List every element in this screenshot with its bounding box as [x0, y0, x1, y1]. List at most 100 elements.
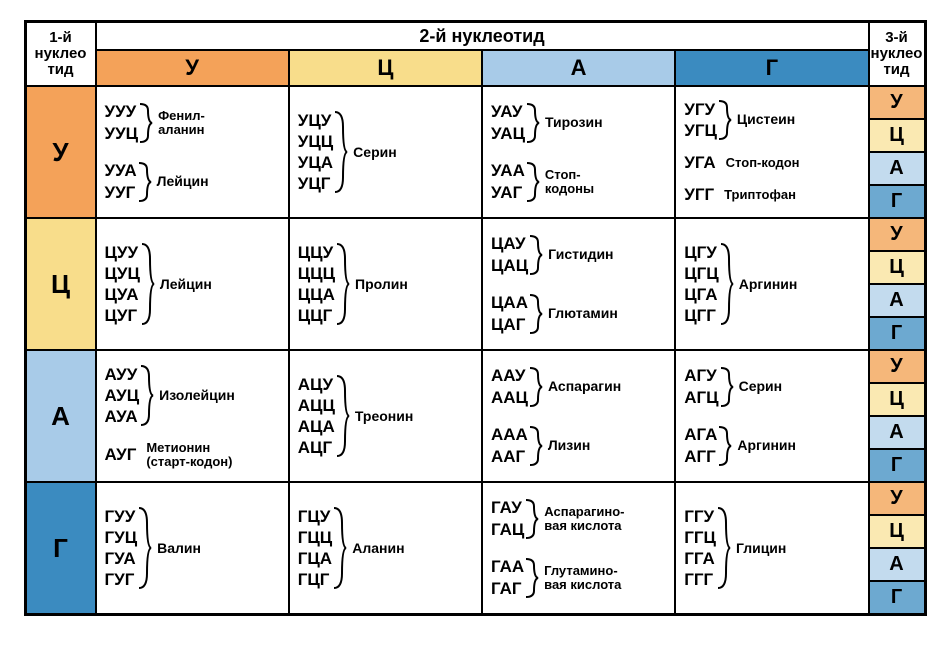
codon-stack: УААУАГ [491, 160, 525, 203]
codon: АУУ [105, 364, 140, 385]
codon: ААГ [491, 446, 528, 467]
codon-cell-2-2: ААУААЦАспарагинАААААГЛизин [482, 350, 675, 482]
codon-group: ГГУГГЦГГАГГГГлицин [684, 506, 863, 591]
codon-group: ЦЦУЦЦЦЦЦАЦЦГ Пролин [298, 242, 477, 327]
codon-group: ЦАУЦАЦГистидин [491, 233, 670, 276]
codon-group: УГУУГЦ Цистеин [684, 99, 863, 142]
codon: АУА [105, 406, 140, 427]
hdr3-l2: нуклео [871, 46, 923, 62]
amino-label: Аргинин [737, 438, 796, 453]
amino-label: Цистеин [737, 112, 795, 127]
amino-label: Серин [739, 379, 783, 394]
amino-label: Аланин [352, 541, 404, 556]
codon: ЦГА [684, 284, 718, 305]
third-nuc-Ц: Ц [869, 383, 925, 416]
codon: УАГ [491, 182, 525, 203]
codon-group: ГАУГАЦАспарагино-вая кислота [491, 497, 670, 540]
codon-group: ЦГУЦГЦЦГАЦГГАргинин [684, 242, 863, 327]
amino-label: Пролин [355, 277, 408, 292]
codon: АУЦ [105, 385, 140, 406]
codon-cell-1-2: ЦАУЦАЦГистидинЦААЦАГГлютамин [482, 218, 675, 350]
codon: ГГГ [684, 569, 716, 590]
codon-cell-0-0: УУУУУЦ Фенил-аланин УУАУУГЛейцин [96, 86, 289, 218]
third-nuc-Ц: Ц [869, 251, 925, 284]
codon-group: УУУУУЦ Фенил-аланин [105, 101, 284, 144]
hdr1-l1: 1-й [49, 30, 72, 46]
codon-stack: АЦУАЦЦАЦААЦГ [298, 374, 335, 459]
codon: АЦГ [298, 437, 335, 458]
codon-single: УГА Стоп-кодон [684, 152, 863, 173]
third-nuc-А: А [869, 548, 925, 581]
amino-label: Валин [157, 541, 201, 556]
row-header-У: У [26, 86, 96, 218]
codon: ЦАУ [491, 233, 528, 254]
third-nuc-Г: Г [869, 449, 925, 482]
amino-label: Лизин [548, 438, 590, 453]
codon: ГАГ [491, 578, 524, 599]
codon: ЦАЦ [491, 255, 528, 276]
codon: УУУ [105, 101, 139, 122]
codon: ЦЦГ [298, 305, 335, 326]
amino-label: Глютамин [548, 306, 618, 321]
codon-stack: УУАУУГ [105, 160, 137, 203]
codon-stack: УЦУУЦЦУЦАУЦГ [298, 110, 333, 195]
codon-stack: ГУУГУЦГУАГУГ [105, 506, 138, 591]
codon: ГЦГ [298, 569, 332, 590]
hdr1-l2: нуклео [35, 46, 87, 62]
codon-group: АУУАУЦАУАИзолейцин [105, 364, 284, 428]
codon: ЦЦУ [298, 242, 335, 263]
amino-label: Глицин [736, 541, 786, 556]
codon-group: ААУААЦАспарагин [491, 365, 670, 408]
codon: АЦА [298, 416, 335, 437]
codon-stack: УГУУГЦ [684, 99, 717, 142]
codon-stack: АУУАУЦАУА [105, 364, 140, 428]
codon-cell-3-3: ГГУГГЦГГАГГГГлицин [675, 482, 868, 614]
codon-cell-1-1: ЦЦУЦЦЦЦЦАЦЦГ Пролин [289, 218, 482, 350]
codon: ЦУА [105, 284, 140, 305]
codon-group: ЦААЦАГГлютамин [491, 292, 670, 335]
codon: УГУ [684, 99, 717, 120]
amino-label: Глутамино-вая кислота [544, 564, 621, 591]
codon: ГАА [491, 556, 524, 577]
codon-group: ГУУГУЦГУАГУГ Валин [105, 506, 284, 591]
header-first-nucleotide: 1-й нуклео тид [26, 22, 96, 86]
codon-stack: УУУУУЦ [105, 101, 139, 144]
codon-cell-3-0: ГУУГУЦГУАГУГ Валин [96, 482, 289, 614]
codon: АГЦ [684, 387, 718, 408]
codon: АЦУ [298, 374, 335, 395]
codon: ГГА [684, 548, 716, 569]
amino-label: Фенил-аланин [158, 109, 205, 136]
codon: ЦГЦ [684, 263, 718, 284]
third-nuc-column: УЦАГ [869, 86, 925, 218]
codon-stack: ЦУУЦУЦЦУАЦУГ [105, 242, 140, 327]
codon-stack: ГЦУГЦЦГЦАГЦГ [298, 506, 332, 591]
codon: ЦУЦ [105, 263, 140, 284]
codon-group: УАУУАЦТирозин [491, 101, 670, 144]
codon-cell-3-2: ГАУГАЦАспарагино-вая кислота ГААГАГ Глутам… [482, 482, 675, 614]
codon: ЦЦА [298, 284, 335, 305]
hdr1-l3: тид [47, 62, 73, 78]
codon: АУГ [105, 444, 137, 465]
third-nuc-А: А [869, 152, 925, 185]
codon: ЦГУ [684, 242, 718, 263]
hdr3-l1: 3-й [885, 30, 908, 46]
codon-group: ГААГАГ Глутамино-вая кислота [491, 556, 670, 599]
codon: УЦУ [298, 110, 333, 131]
codon-group: УУАУУГЛейцин [105, 160, 284, 203]
codon-cell-2-0: АУУАУЦАУАИзолейцин АУГ Метионин(старт-ко… [96, 350, 289, 482]
codon-cell-2-1: АЦУАЦЦАЦААЦГТреонин [289, 350, 482, 482]
codon: УГГ [684, 184, 714, 205]
third-nuc-А: А [869, 284, 925, 317]
codon-group: ГЦУГЦЦГЦАГЦГ Аланин [298, 506, 477, 591]
codon: ЦЦЦ [298, 263, 335, 284]
codon: ГУУ [105, 506, 138, 527]
amino-label: Аспарагин [548, 379, 621, 394]
codon: ЦАГ [491, 314, 528, 335]
codon-group: УЦУУЦЦУЦАУЦГСерин [298, 110, 477, 195]
codon: ГГЦ [684, 527, 716, 548]
codon-group: АГУАГЦСерин [684, 365, 863, 408]
third-nuc-column: УЦАГ [869, 218, 925, 350]
codon-cell-1-0: ЦУУЦУЦЦУАЦУГЛейцин [96, 218, 289, 350]
codon-group: АЦУАЦЦАЦААЦГТреонин [298, 374, 477, 459]
amino-label: Тирозин [545, 115, 603, 130]
